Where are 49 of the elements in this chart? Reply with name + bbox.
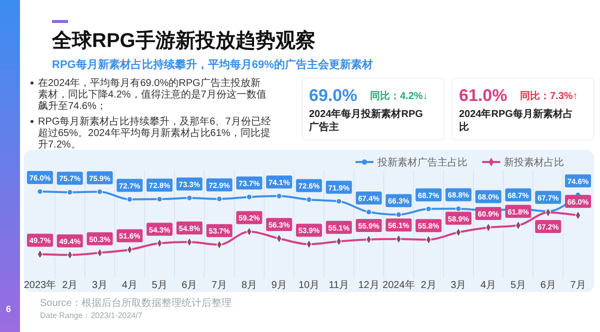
x-tick-label: 7月 [212,280,228,291]
text: 6 [6,304,12,314]
x-tick-label: 7月 [570,280,586,291]
point [336,198,342,204]
text: 2024年RPG每月新素材占比 [459,108,573,133]
x-tick-label: 2月 [420,280,436,291]
x-tick-label: 4月 [480,280,496,291]
point [306,196,312,203]
point [66,189,73,196]
x-tick-label: 2024年 [382,279,415,291]
legend-label: 投新素材广告主占比 [376,156,468,168]
chart-subtitle: RPG每月新素材占比持续攀升，平均每月69%的广告主会更新素材 [52,58,373,71]
text: 同比：7.3%↑ [520,90,578,102]
x-tick-label: 6月 [182,280,198,291]
legend-label: 新投素材占比 [504,156,564,168]
x-tick-label: 8月 [241,280,258,291]
point [96,188,103,195]
text: Date Range：2023/1-2024/7 [40,311,143,320]
point [396,212,402,218]
point [246,194,252,200]
point [366,209,372,215]
text: 61.0% [459,86,508,105]
text: 同比：4.2%↓ [370,90,428,102]
text: 在2024年，平均每月有69.0%的RPG广告主投放新素材，同比下降4.2%，值得注意的是7月份这一数值飙升至74.6%； [38,77,266,112]
point [456,206,462,212]
text: RPG每月新素材占比持续攀升，及那年6、7月份已经超过65%。2024年平均每月新素材占比61%，同比提升7.2%。 [38,116,271,150]
chart-title: 全球RPG手游新投放趋势观察 [51,29,316,52]
text: 69.0% [309,86,358,105]
point [276,193,282,200]
x-tick-label: 12月 [358,280,380,291]
x-tick-label: 6月 [540,280,556,291]
point [186,195,192,201]
point [216,196,222,202]
x-tick-label: 11月 [328,280,350,291]
text: 2024年每月投新素材RPG广告主 [308,108,424,133]
x-tick-label: 4月 [122,280,138,291]
point [37,188,43,194]
source-note: Source：根据后台所取数据整理统计后整理 [40,297,232,309]
x-tick-label: 5月 [510,280,526,291]
point [126,196,133,202]
x-tick-label: 5月 [152,280,168,291]
x-tick-label: 3月 [450,280,466,291]
x-tick-label: 2月 [62,280,78,291]
x-tick-label: 2023年 [24,279,56,291]
point [426,206,432,212]
x-tick-label: 9月 [271,280,287,291]
x-tick-label: 10月 [298,280,320,291]
x-tick-label: 3月 [92,280,108,291]
point [156,196,162,202]
